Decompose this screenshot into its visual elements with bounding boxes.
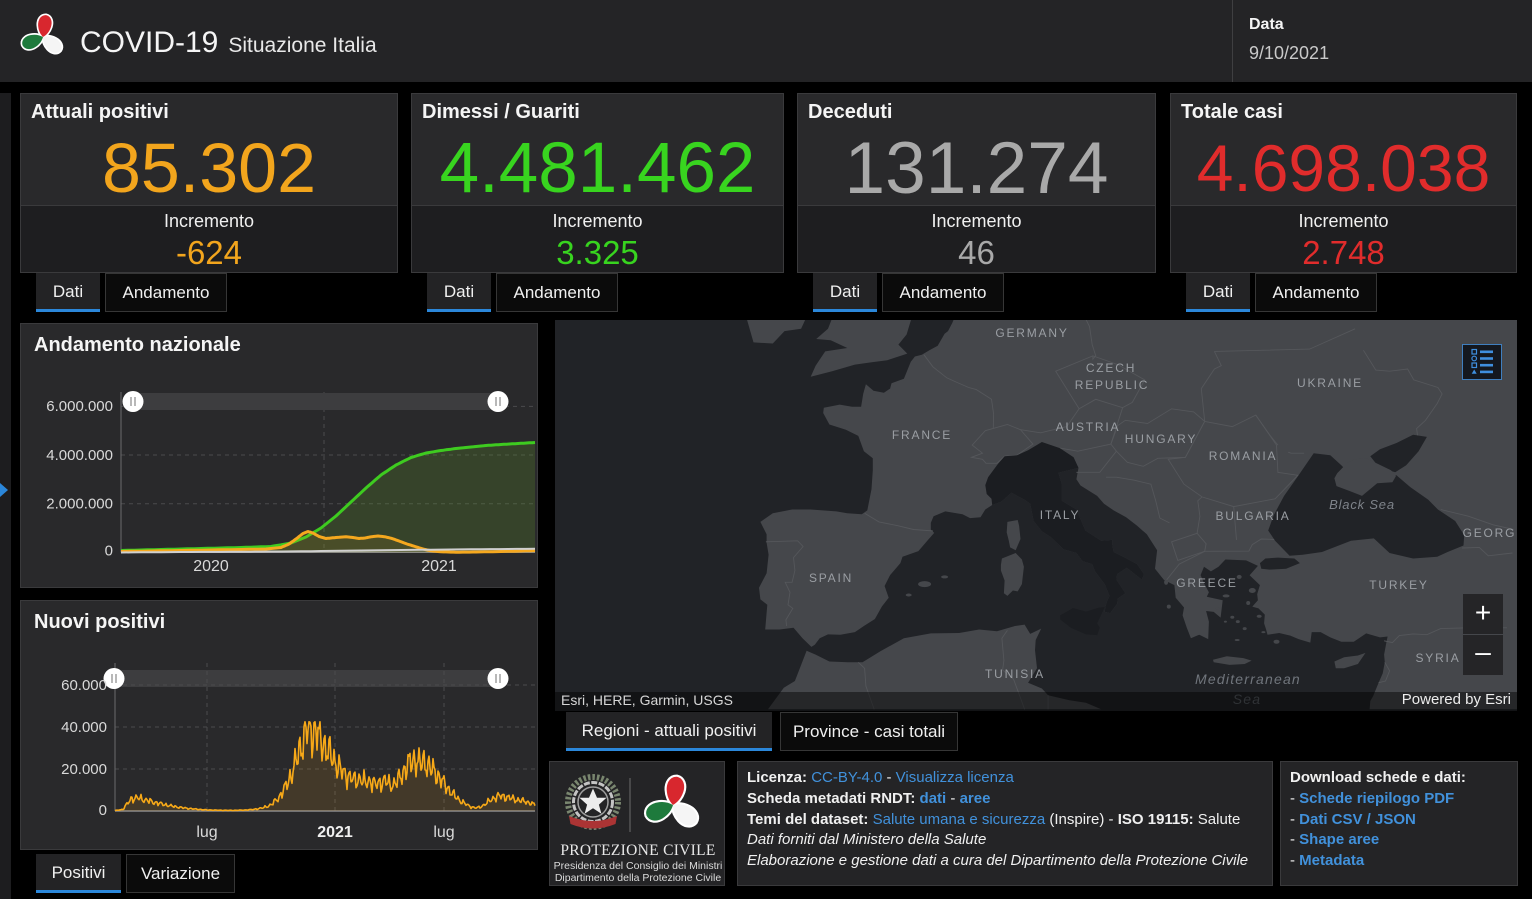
svg-text:TUNISIA: TUNISIA: [985, 667, 1045, 681]
svg-text:SPAIN: SPAIN: [809, 571, 853, 585]
svg-text:2.000.000: 2.000.000: [46, 496, 113, 513]
svg-text:UKRAINE: UKRAINE: [1297, 376, 1363, 390]
svg-text:SYRIA: SYRIA: [1415, 651, 1460, 665]
svg-text:CZECH: CZECH: [1086, 361, 1136, 375]
svg-text:60.000: 60.000: [61, 677, 107, 694]
svg-text:lug: lug: [196, 824, 217, 841]
svg-text:REPUBLIC: REPUBLIC: [1075, 378, 1149, 392]
svg-text:BULGARIA: BULGARIA: [1215, 509, 1290, 523]
svg-text:0: 0: [99, 802, 107, 819]
svg-text:40.000: 40.000: [61, 719, 107, 736]
svg-text:2020: 2020: [193, 558, 229, 575]
svg-text:ROMANIA: ROMANIA: [1209, 449, 1278, 463]
svg-text:GERMANY: GERMANY: [995, 326, 1068, 340]
svg-text:Mediterranean: Mediterranean: [1195, 671, 1301, 687]
svg-text:HUNGARY: HUNGARY: [1125, 432, 1197, 446]
svg-text:0: 0: [105, 543, 113, 560]
svg-text:GEORGI: GEORGI: [1463, 526, 1517, 540]
svg-text:20.000: 20.000: [61, 761, 107, 778]
svg-text:6.000.000: 6.000.000: [46, 398, 113, 415]
svg-text:lug: lug: [433, 824, 454, 841]
svg-text:ITALY: ITALY: [1040, 508, 1081, 522]
svg-text:Sea: Sea: [1233, 691, 1262, 707]
svg-text:4.000.000: 4.000.000: [46, 447, 113, 464]
svg-text:Black Sea: Black Sea: [1329, 497, 1395, 512]
svg-text:2021: 2021: [317, 824, 353, 841]
svg-text:AUSTRIA: AUSTRIA: [1056, 420, 1121, 434]
svg-text:2021: 2021: [421, 558, 457, 575]
svg-text:TURKEY: TURKEY: [1369, 578, 1428, 592]
svg-text:GREECE: GREECE: [1176, 576, 1237, 590]
svg-text:FRANCE: FRANCE: [892, 428, 952, 442]
